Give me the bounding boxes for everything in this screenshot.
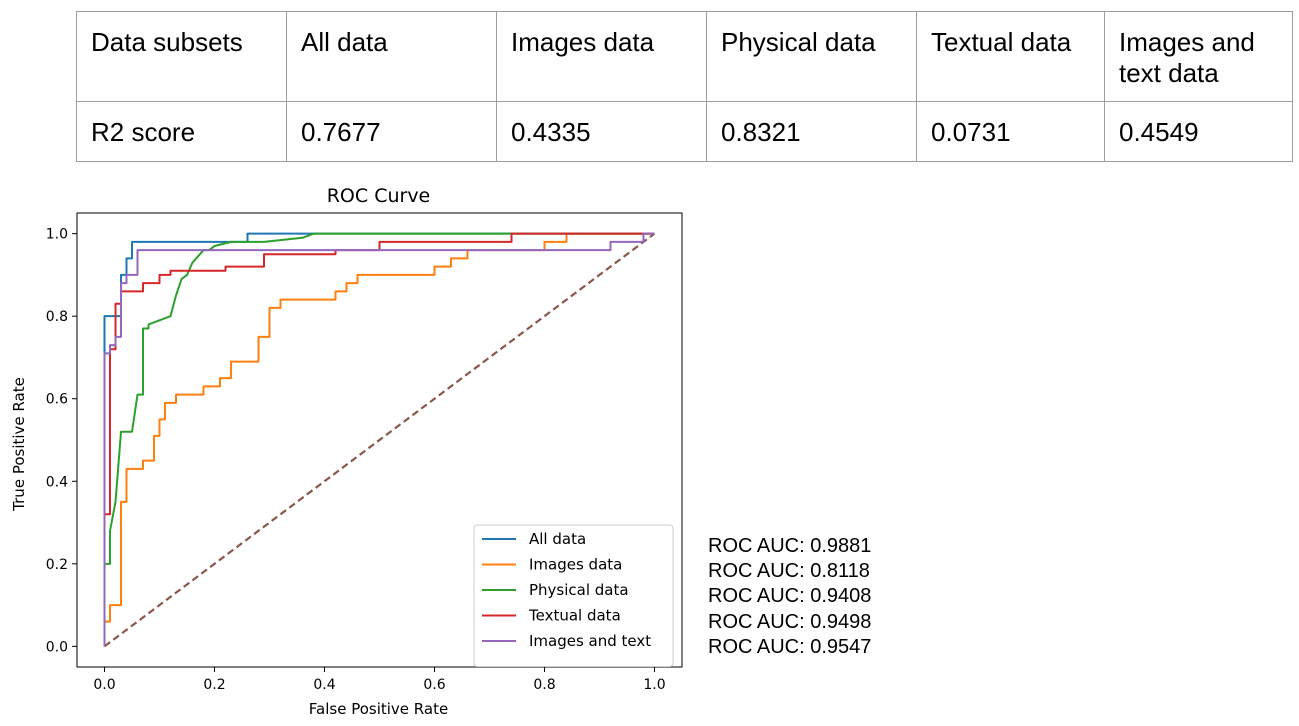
x-tick-label: 0.8 (533, 677, 555, 693)
x-tick-label: 1.0 (643, 677, 665, 693)
chart-title: ROC Curve (327, 185, 431, 207)
table-row: R2 score 0.7677 0.4335 0.8321 0.0731 0.4… (76, 101, 1293, 162)
legend-label-textual-data: Textual data (528, 607, 621, 625)
table-header-cell: Images and text data (1104, 11, 1293, 102)
legend-label-images-data: Images data (529, 556, 622, 574)
legend-box (473, 524, 674, 667)
x-tick-label: 0.0 (93, 677, 115, 693)
table-header-cell: Images data (496, 11, 707, 102)
auc-note-images-data: ROC AUC: 0.8118 (708, 560, 870, 583)
roc-auc-notes: ROC AUC: 0.9881 ROC AUC: 0.8118 ROC AUC:… (708, 534, 871, 660)
table-cell: 0.7677 (286, 101, 497, 162)
auc-note-physical-data: ROC AUC: 0.9408 (708, 585, 872, 608)
table-cell: 0.0731 (916, 101, 1105, 162)
y-tick-label: 0.8 (46, 309, 68, 325)
table-header-cell: Physical data (706, 11, 917, 102)
y-tick-label: 0.6 (46, 392, 68, 408)
table-header-cell: Data subsets (76, 11, 287, 102)
roc-line-images-data (103, 232, 655, 647)
x-tick-label: 0.6 (423, 677, 445, 693)
y-tick-label: 0.2 (46, 557, 68, 573)
x-axis-label: False Positive Rate (309, 700, 448, 718)
y-tick-label: 0.4 (46, 474, 68, 490)
legend-label-all-data: All data (529, 530, 586, 548)
plot-frame (76, 212, 683, 668)
plot-lines (103, 232, 656, 648)
table-header-row: Data subsets All data Images data Physic… (76, 11, 1293, 102)
table-cell: 0.4549 (1104, 101, 1293, 162)
x-tick-label: 0.2 (203, 677, 225, 693)
chance-diagonal-line (103, 232, 656, 648)
roc-line-physical-data (103, 232, 655, 647)
auc-note-images-and-text: ROC AUC: 0.9547 (708, 635, 872, 658)
auc-note-textual-data: ROC AUC: 0.9498 (708, 610, 872, 633)
roc-line-images-and-text (103, 232, 655, 647)
y-axis-label: True Positive Rate (10, 377, 28, 512)
y-tick-label: 0.0 (46, 639, 68, 655)
x-tick-label: 0.4 (313, 677, 335, 693)
axes: 0.0 0.2 0.4 0.6 0.8 1.0 0.0 0.2 0.4 0.6 0.8 1.0 (46, 212, 683, 693)
roc-chart: ROC Curve 0.0 0.2 0.4 0.6 0.8 1.0 0.0 0.2 0.4 0.6… (10, 185, 683, 718)
legend: All data Images data Physical data Textual … (473, 524, 674, 667)
r2-score-table: Data subsets All data Images data Physic… (76, 11, 1293, 162)
legend-label-images-and-text: Images and text (529, 632, 651, 650)
auc-note-all-data: ROC AUC: 0.9881 (708, 535, 872, 557)
legend-label-physical-data: Physical data (529, 581, 629, 599)
table-cell: R2 score (76, 101, 287, 162)
table-header-cell: Textual data (916, 11, 1105, 102)
table-header-cell: All data (286, 11, 497, 102)
table-cell: 0.8321 (706, 101, 917, 162)
y-tick-label: 1.0 (46, 227, 68, 243)
table-cell: 0.4335 (496, 101, 707, 162)
